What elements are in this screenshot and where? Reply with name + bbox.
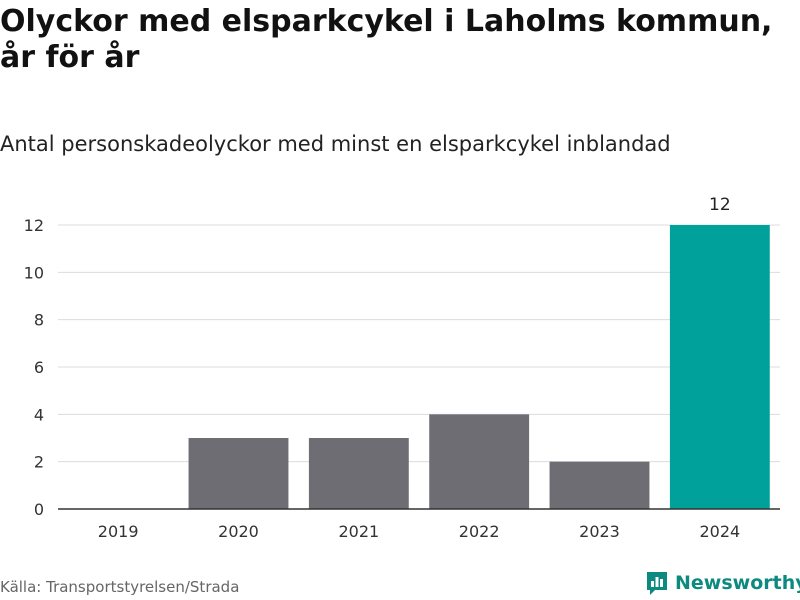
bar: [188, 438, 289, 509]
x-tick-label: 2022: [459, 522, 500, 541]
brand-name: Newsworthy: [675, 572, 800, 594]
x-tick-label: 2021: [338, 522, 379, 541]
y-tick-label: 12: [24, 216, 44, 235]
bar-chart: 0 2 4 6 8 10 12 2019 2020 2021 2022 2023 2024 12: [24, 195, 780, 541]
chart-subtitle: Antal personskadeolyckor med minst en el…: [0, 132, 671, 156]
x-tick-label: 2019: [98, 522, 139, 541]
y-tick-label: 0: [34, 500, 44, 519]
data-label: 12: [709, 195, 731, 215]
bar: [429, 414, 530, 509]
bar: [669, 225, 770, 509]
y-tick-label: 2: [34, 453, 44, 472]
source-note: Källa: Transportstyrelsen/Strada: [0, 578, 240, 596]
x-tick-label: 2023: [579, 522, 620, 541]
x-tick-label: 2024: [699, 522, 740, 541]
chart-title: Olyckor med elsparkcykel i Laholms kommu…: [0, 4, 773, 75]
y-tick-label: 10: [24, 263, 44, 282]
bar: [308, 438, 409, 509]
brand-logo: Newsworthy: [645, 570, 800, 596]
y-tick-label: 4: [34, 405, 44, 424]
x-tick-label: 2020: [218, 522, 259, 541]
y-tick-label: 6: [34, 358, 44, 377]
bar-chart-logo-icon: [647, 572, 667, 595]
bar: [549, 461, 650, 509]
y-tick-label: 8: [34, 311, 44, 330]
